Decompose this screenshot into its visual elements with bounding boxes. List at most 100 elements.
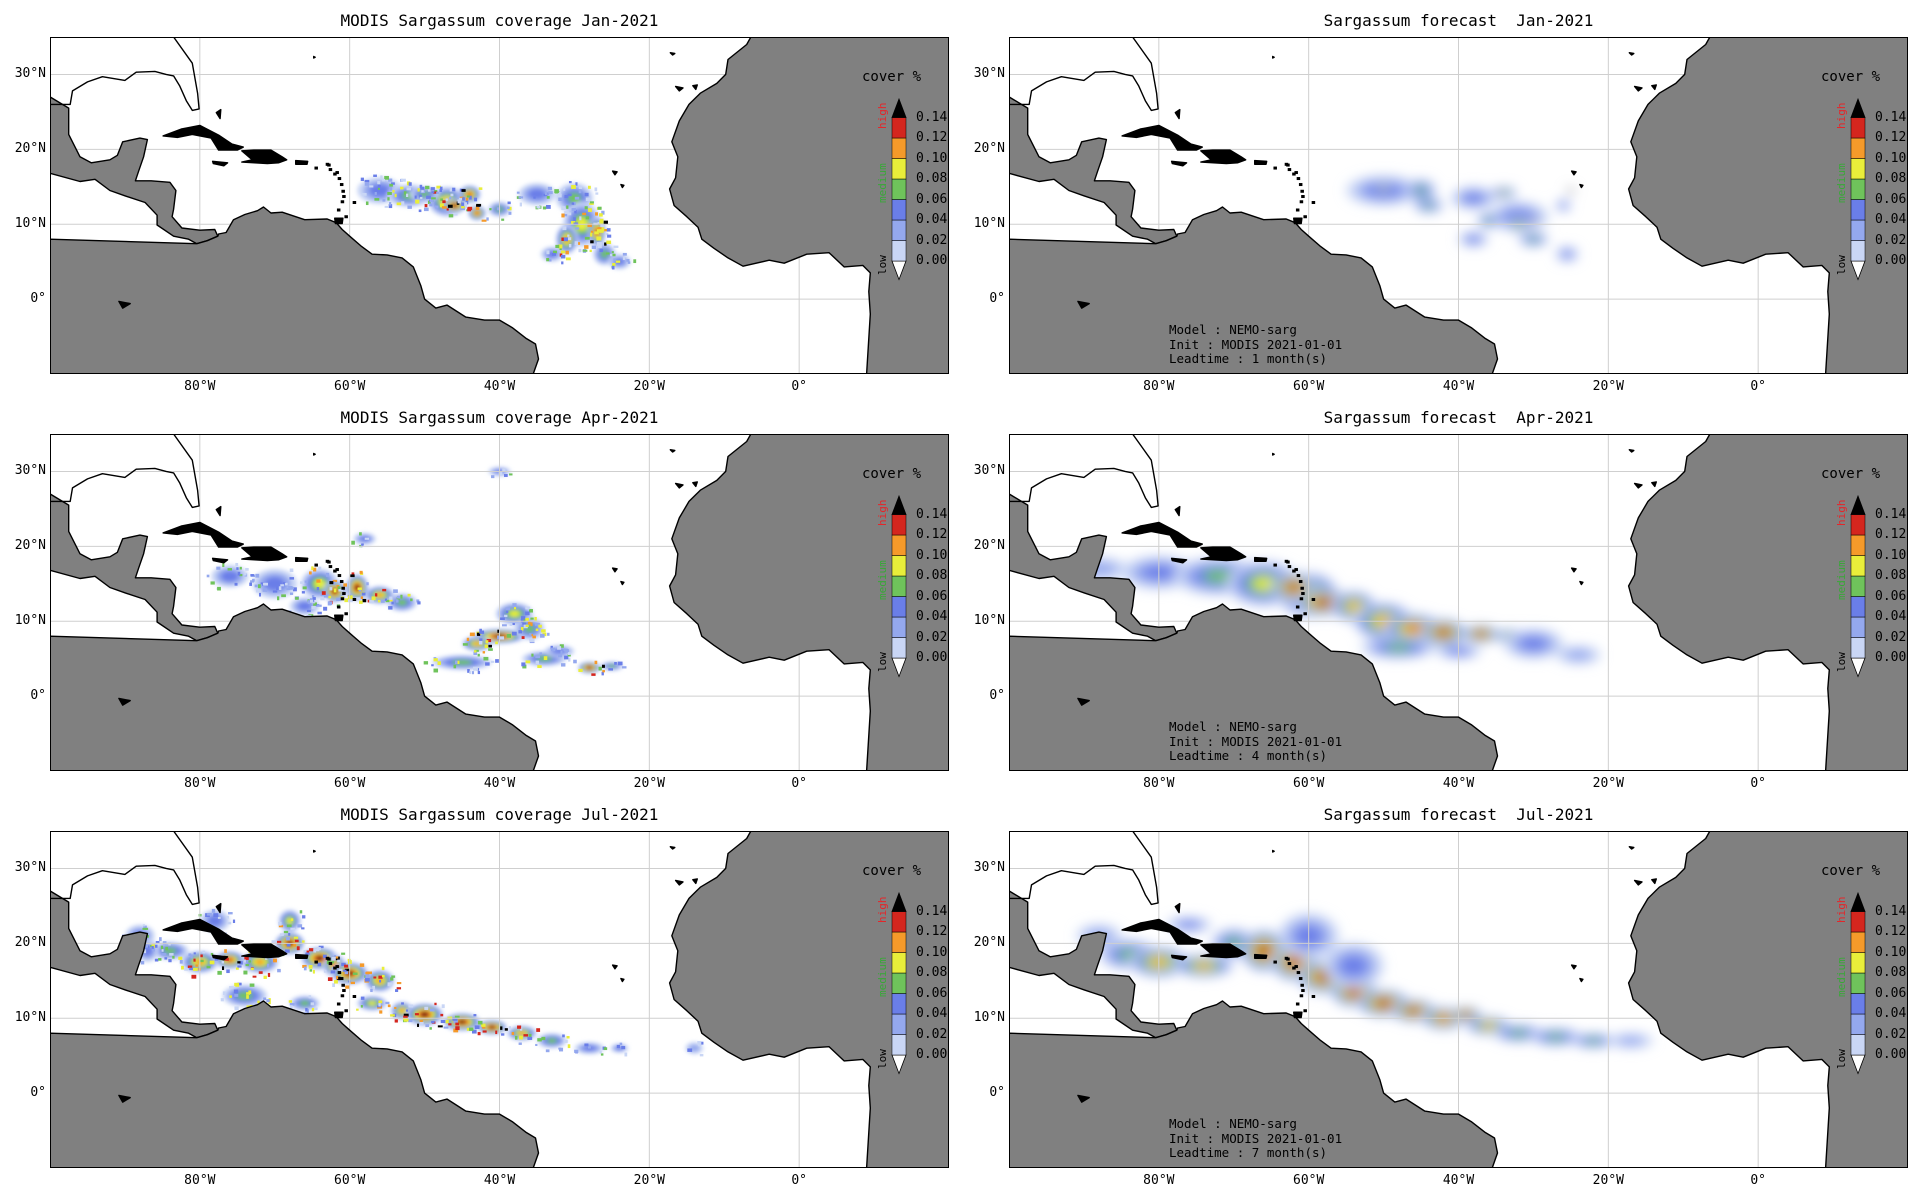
colorbar-tick-label: 0.14 (1875, 109, 1907, 125)
colorbar-tick-label: 0.10 (1875, 547, 1907, 563)
lesser-antilles-island (314, 563, 318, 567)
sargassum-patch (1616, 1036, 1645, 1046)
sargassum-patch (1560, 202, 1567, 209)
lon-tick-label: 60°W (1293, 379, 1325, 394)
north-central-america (1009, 37, 1178, 374)
africa (1627, 831, 1908, 1168)
colorbar-tick-label: 0.08 (1875, 568, 1907, 583)
colorbar-tick-label: 0.00 (1875, 1047, 1907, 1062)
colorbar-tick-label: 0.12 (916, 924, 948, 939)
speckle-layer (360, 174, 637, 270)
island (1077, 697, 1090, 706)
colorbar-tick-label: 0.10 (916, 547, 948, 563)
lesser-antilles-island (339, 580, 344, 584)
lesser-antilles-island (337, 971, 342, 975)
lesser-antilles-island (325, 956, 330, 960)
sargassum-patch (1381, 187, 1386, 190)
colorbar-tick-label: 0.12 (1875, 924, 1907, 939)
island (1174, 902, 1181, 914)
island (215, 505, 222, 517)
colorbar-swatch (891, 514, 907, 536)
island (313, 849, 316, 853)
africa (668, 434, 949, 771)
lon-tick-label: 60°W (334, 1173, 366, 1188)
island (1121, 521, 1204, 548)
island (1253, 159, 1268, 166)
sargassum-patch (221, 571, 239, 582)
colorbar-swatch (891, 891, 907, 912)
lon-tick-label: 40°W (483, 776, 516, 791)
lat-tick-label: 0° (989, 688, 1005, 704)
colorbar-tick-label: 0.12 (916, 527, 948, 542)
lon-tick-label: 80°W (1143, 1173, 1175, 1188)
lesser-antilles-island (1292, 569, 1296, 573)
island (211, 954, 229, 961)
africa (668, 831, 949, 1168)
colorbar (1850, 494, 1866, 678)
sargassum-patch (1348, 602, 1360, 610)
lat-tick-label: 0° (30, 688, 46, 704)
lesser-antilles-island (314, 166, 318, 170)
colorbar-swatch (891, 97, 907, 118)
africa (668, 37, 949, 374)
lesser-antilles-island (1311, 995, 1316, 999)
sargassum-patch (421, 1012, 429, 1017)
sargassum-patch (1385, 643, 1412, 652)
island (1579, 580, 1584, 586)
forecast-info-init: Init : MODIS 2021-01-01 (1169, 336, 1343, 352)
lat-tick-label: 20°N (14, 538, 46, 554)
colorbar-swatch (891, 1054, 907, 1075)
colorbar-swatch (891, 117, 907, 139)
lesser-antilles-island (314, 960, 318, 964)
island (294, 953, 309, 960)
sargassum-patch (1203, 569, 1235, 583)
lon-tick-label: 0° (791, 1173, 807, 1188)
colorbar-category-medium: medium (1835, 957, 1848, 997)
lesser-antilles-island (1303, 215, 1307, 219)
sargassum-patch (1463, 193, 1484, 204)
island (313, 55, 316, 59)
colorbar-swatch (1850, 137, 1866, 159)
colorbar-swatch (1850, 158, 1866, 180)
sargassum-patch (552, 648, 567, 654)
island (620, 580, 625, 586)
colorbar-swatch (891, 199, 907, 221)
lesser-antilles-island (336, 605, 341, 609)
sargassum-patch (1509, 1030, 1528, 1037)
sargassum-patch (518, 1031, 526, 1036)
lesser-antilles-island (336, 208, 341, 212)
lon-tick-label: 20°W (633, 379, 665, 394)
colorbar-tick-label: 0.06 (1875, 191, 1907, 207)
sargassum-patch (509, 610, 520, 617)
island (215, 108, 222, 120)
lesser-antilles-island (333, 172, 337, 176)
map-panel-observed-jan-2021 (50, 37, 949, 374)
colorbar-tick-label: 0.04 (916, 609, 948, 624)
colorbar-swatch (891, 534, 907, 556)
lesser-antilles-island (1294, 171, 1298, 175)
island (118, 697, 131, 706)
sargassum-patch (1378, 1000, 1389, 1006)
colorbar-swatch (1850, 260, 1866, 281)
island (620, 977, 625, 983)
colorbar-swatch (891, 637, 907, 659)
colorbar-swatch (1850, 97, 1866, 118)
colorbar-tick-label: 0.12 (916, 130, 948, 145)
lesser-antilles-island (344, 612, 348, 616)
sargassum-patch (1178, 921, 1199, 928)
colorbar-swatch (891, 494, 907, 515)
colorbar-swatch (1850, 616, 1866, 638)
island (1253, 953, 1268, 960)
colorbar-title: cover % (862, 466, 922, 482)
lesser-antilles-island (337, 177, 342, 181)
lesser-antilles-island (1296, 177, 1301, 181)
lesser-antilles-island (328, 565, 333, 569)
lesser-antilles-island (1294, 568, 1298, 572)
colorbar-title: cover % (1821, 466, 1881, 482)
island (334, 614, 344, 622)
lon-tick-label: 0° (1750, 776, 1766, 791)
forecast-info-leadtime: Leadtime : 4 month(s) (1169, 748, 1328, 763)
colorbar-swatch (1850, 219, 1866, 241)
south-america (1009, 1000, 1499, 1168)
colorbar-category-medium: medium (1835, 163, 1848, 203)
